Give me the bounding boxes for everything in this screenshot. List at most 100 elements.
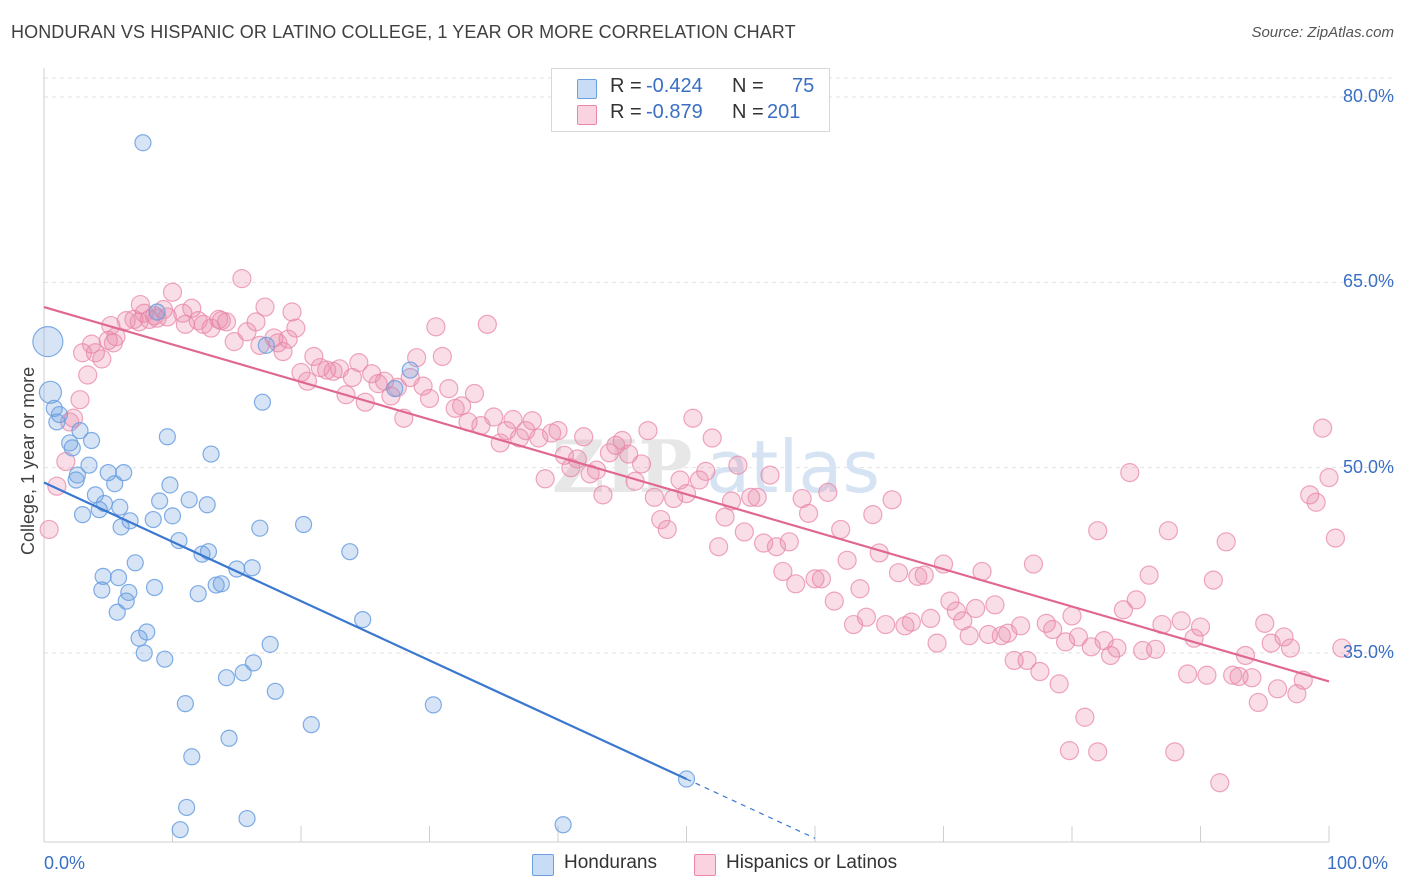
series-hispanics bbox=[39, 269, 1352, 793]
data-point-hondurans bbox=[115, 464, 133, 482]
y-tick-label: 65.0% bbox=[1342, 271, 1394, 292]
data-point-hispanics bbox=[1216, 532, 1236, 552]
data-point-hispanics bbox=[1190, 617, 1211, 637]
data-point-hispanics bbox=[1203, 570, 1223, 590]
data-point-hispanics bbox=[921, 608, 941, 629]
data-point-hispanics bbox=[1107, 638, 1127, 658]
data-point-hispanics bbox=[246, 312, 266, 332]
data-point-hondurans bbox=[251, 519, 269, 537]
data-point-hispanics bbox=[702, 428, 722, 448]
data-point-hondurans bbox=[50, 405, 69, 424]
data-point-hispanics bbox=[1088, 742, 1108, 762]
y-tick-label: 35.0% bbox=[1342, 642, 1394, 662]
data-point-hispanics bbox=[786, 574, 806, 594]
x-tick-label-min: 0.0% bbox=[44, 853, 86, 873]
data-point-hispanics bbox=[1197, 665, 1217, 685]
data-point-hondurans bbox=[189, 585, 207, 603]
data-point-hispanics bbox=[413, 376, 433, 396]
data-point-hispanics bbox=[278, 329, 298, 349]
data-point-hispanics bbox=[811, 569, 832, 589]
data-point-hispanics bbox=[683, 408, 703, 428]
data-point-hondurans bbox=[138, 623, 156, 641]
data-point-hondurans bbox=[354, 611, 372, 629]
legend-row-hondurans: R = -0.424 N = 75 bbox=[552, 75, 829, 101]
data-point-hondurans bbox=[111, 498, 129, 516]
data-point-hispanics bbox=[503, 409, 523, 430]
data-point-hispanics bbox=[1043, 619, 1063, 640]
data-point-hispanics bbox=[39, 519, 59, 540]
data-point-hondurans bbox=[294, 515, 313, 534]
data-point-hispanics bbox=[818, 482, 838, 502]
data-point-hispanics bbox=[940, 591, 960, 611]
data-point-hispanics bbox=[1100, 645, 1121, 666]
data-point-hondurans bbox=[63, 439, 81, 457]
data-point-hispanics bbox=[728, 455, 748, 475]
data-point-hondurans bbox=[109, 569, 128, 587]
data-point-hispanics bbox=[651, 509, 671, 530]
data-point-hispanics bbox=[901, 612, 921, 632]
data-point-hispanics bbox=[831, 519, 851, 540]
data-point-hispanics bbox=[1017, 650, 1037, 671]
data-point-hispanics bbox=[1139, 565, 1159, 585]
trend-line-hondurans bbox=[43, 481, 687, 781]
bottom-legend-label: Hondurans bbox=[564, 852, 657, 873]
data-point-hispanics bbox=[760, 465, 780, 485]
data-point-hispanics bbox=[70, 390, 90, 410]
data-point-hondurans bbox=[212, 575, 230, 593]
data-point-hispanics bbox=[1113, 600, 1134, 620]
data-point-hispanics bbox=[484, 407, 504, 427]
data-point-hispanics bbox=[888, 563, 909, 583]
data-point-hispanics bbox=[282, 302, 302, 322]
data-point-hispanics bbox=[619, 444, 639, 464]
data-point-hispanics bbox=[522, 411, 542, 431]
data-point-hondurans bbox=[217, 669, 236, 687]
data-point-hispanics bbox=[1325, 528, 1346, 548]
data-point-hispanics bbox=[1010, 616, 1031, 636]
data-point-hispanics bbox=[529, 428, 549, 448]
data-point-hispanics bbox=[1267, 679, 1288, 699]
data-point-hondurans bbox=[171, 821, 189, 839]
data-point-hispanics bbox=[1158, 521, 1178, 541]
data-point-hondurans bbox=[180, 491, 198, 509]
data-point-hispanics bbox=[1049, 674, 1069, 694]
data-point-hispanics bbox=[985, 595, 1005, 615]
data-point-hispanics bbox=[908, 566, 928, 586]
data-point-hondurans bbox=[261, 635, 279, 653]
data-point-hispanics bbox=[1312, 418, 1333, 438]
data-point-hondurans bbox=[202, 445, 220, 463]
data-point-hondurans bbox=[144, 510, 162, 529]
data-point-hondurans bbox=[183, 748, 201, 766]
data-point-hispanics bbox=[1280, 638, 1301, 658]
series-hondurans bbox=[32, 134, 696, 839]
data-point-hispanics bbox=[162, 282, 183, 302]
bottom-swatch-hondurans bbox=[532, 854, 554, 876]
data-point-hispanics bbox=[850, 579, 870, 599]
data-point-hondurans bbox=[178, 798, 196, 817]
trend-line-hondurans-extension bbox=[686, 778, 816, 839]
data-point-hispanics bbox=[216, 312, 237, 332]
data-point-hondurans bbox=[93, 581, 111, 599]
data-point-hondurans bbox=[266, 682, 284, 700]
data-point-hispanics bbox=[92, 349, 112, 369]
data-point-hispanics bbox=[548, 421, 568, 441]
data-point-hispanics bbox=[599, 443, 620, 463]
data-point-hondurans bbox=[161, 476, 179, 494]
data-point-hispanics bbox=[966, 598, 986, 619]
data-point-hispanics bbox=[1274, 627, 1294, 647]
data-point-hondurans bbox=[120, 583, 138, 602]
legend-r-value: -0.424 bbox=[646, 75, 703, 97]
data-point-hispanics bbox=[439, 378, 459, 399]
data-point-hondurans bbox=[386, 379, 404, 398]
data-point-hondurans bbox=[302, 716, 320, 734]
data-point-hondurans bbox=[145, 578, 164, 597]
data-point-hispanics bbox=[741, 487, 761, 507]
data-point-hispanics bbox=[696, 461, 716, 481]
data-point-hispanics bbox=[349, 353, 369, 373]
data-point-hondurans bbox=[234, 664, 252, 682]
data-point-hispanics bbox=[1248, 692, 1268, 713]
legend-r-value: -0.879 bbox=[646, 101, 703, 123]
data-point-hondurans bbox=[401, 361, 419, 379]
data-point-hispanics bbox=[232, 269, 252, 289]
data-point-hispanics bbox=[1088, 521, 1108, 541]
x-tick-label-max: 100.0% bbox=[1327, 853, 1389, 873]
